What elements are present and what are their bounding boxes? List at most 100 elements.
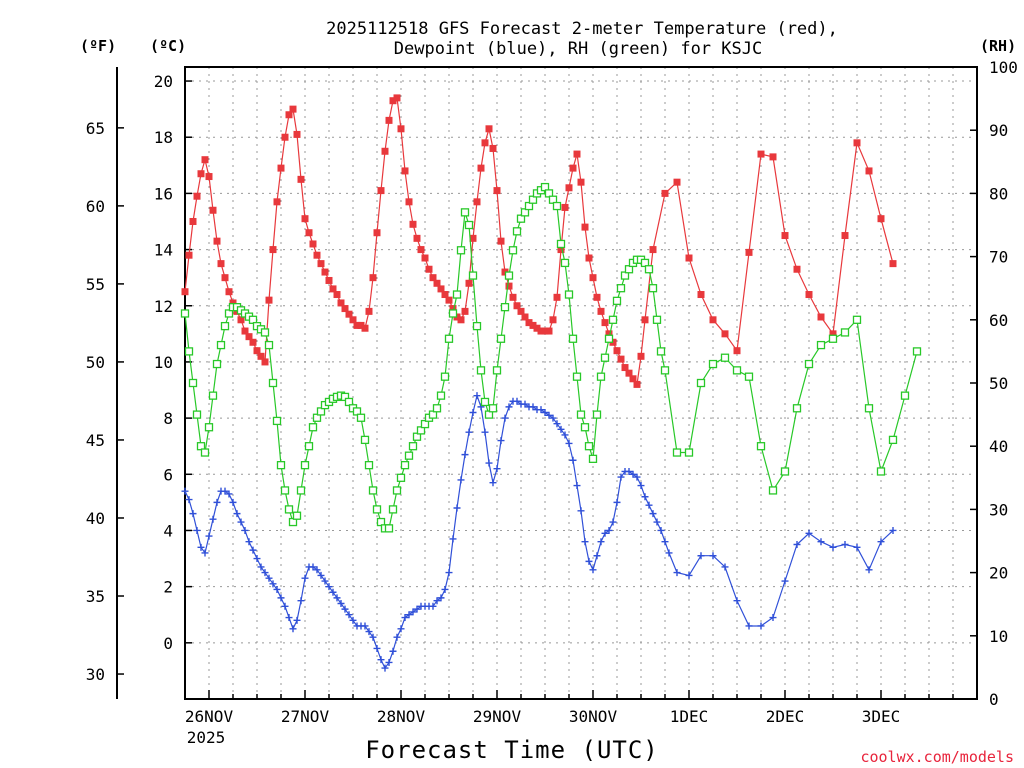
- dewpoint-point: [189, 510, 197, 518]
- temperature-point: [441, 291, 449, 299]
- temperature-point: [541, 327, 549, 335]
- celsius-tick-label: 14: [154, 241, 173, 260]
- temperature-point: [561, 203, 569, 211]
- dewpoint-point: [389, 647, 397, 655]
- series-layer: [180, 94, 922, 672]
- temperature-point: [221, 274, 229, 282]
- rh-point: [564, 290, 574, 299]
- rh-point: [584, 442, 594, 451]
- dewpoint-point: [437, 594, 445, 602]
- temperature-point: [321, 268, 329, 276]
- dewpoint-point: [289, 625, 297, 633]
- dewpoint-point: [469, 408, 477, 416]
- rh-point: [368, 486, 378, 495]
- temperature-point: [557, 246, 565, 254]
- dewpoint-point: [369, 633, 377, 641]
- dewpoint-point: [501, 414, 509, 422]
- dewpoint-point: [473, 392, 481, 400]
- rh-tick-label: 30: [989, 500, 1008, 519]
- rh-point: [684, 448, 694, 457]
- celsius-unit-label: (ºC): [150, 37, 186, 55]
- x-tick-label: 30NOV: [569, 707, 618, 726]
- temperature-point: [209, 206, 217, 214]
- temperature-point: [285, 111, 293, 119]
- dewpoint-point: [273, 585, 281, 593]
- temperature-point: [769, 153, 777, 161]
- dewpoint-point: [461, 451, 469, 459]
- temperature-point: [377, 187, 385, 195]
- dewpoint-point: [301, 574, 309, 582]
- temperature-point: [601, 319, 609, 327]
- temperature-point: [365, 307, 373, 315]
- rh-point: [672, 448, 682, 457]
- rh-point: [644, 265, 654, 274]
- temperature-point: [393, 94, 401, 102]
- temperature-point: [613, 347, 621, 355]
- temperature-point: [265, 296, 273, 304]
- temperature-point: [409, 220, 417, 228]
- dewpoint-point: [529, 403, 537, 411]
- dewpoint-point: [205, 532, 213, 540]
- rh-unit-label: (RH): [980, 37, 1016, 55]
- temperature-point: [213, 237, 221, 245]
- dewpoint-point: [445, 569, 453, 577]
- fahrenheit-tick-label: 40: [86, 509, 105, 528]
- dewpoint-point: [865, 566, 873, 574]
- rh-point: [512, 227, 522, 236]
- temperature-point: [385, 116, 393, 124]
- dewpoint-point: [805, 529, 813, 537]
- fahrenheit-tick-label: 35: [86, 587, 105, 606]
- dewpoint-point: [245, 538, 253, 546]
- rh-tick-label: 90: [989, 121, 1008, 140]
- temperature-point: [293, 130, 301, 138]
- rh-point: [372, 505, 382, 514]
- temperature-point: [257, 352, 265, 360]
- temperature-point: [621, 364, 629, 372]
- temperature-point: [633, 380, 641, 388]
- rh-point: [504, 271, 514, 280]
- temperature-point: [249, 338, 257, 346]
- dewpoint-point: [853, 543, 861, 551]
- rh-point: [696, 378, 706, 388]
- rh-point: [404, 451, 414, 460]
- gridlines: [185, 67, 977, 699]
- rh-point: [488, 404, 498, 413]
- temperature-point: [505, 282, 513, 290]
- dewpoint-point: [341, 605, 349, 613]
- temperature-point: [473, 198, 481, 206]
- temperature-point: [253, 347, 261, 355]
- temperature-point: [889, 260, 897, 268]
- rh-point: [816, 340, 826, 350]
- temperature-point: [309, 240, 317, 248]
- series-line: [184, 96, 894, 386]
- dewpoint-point: [385, 658, 393, 666]
- rh-point: [612, 296, 622, 305]
- rh-point: [388, 505, 398, 514]
- dewpoint-point: [645, 501, 653, 509]
- dewpoint-point: [793, 541, 801, 549]
- dewpoint-point: [249, 546, 257, 554]
- dewpoint-point: [293, 616, 301, 624]
- temperature-point: [581, 223, 589, 231]
- temperature-point: [673, 178, 681, 186]
- celsius-tick-label: 0: [163, 634, 173, 653]
- dewpoint-point: [229, 498, 237, 506]
- temperature-point: [349, 316, 357, 324]
- dewpoint-point: [541, 408, 549, 416]
- rh-point: [652, 315, 662, 324]
- rh-point: [192, 410, 202, 419]
- rh-point: [604, 334, 614, 343]
- rh-point: [588, 454, 598, 463]
- rh-point: [656, 347, 666, 356]
- rh-point: [468, 271, 478, 280]
- temperature-point: [301, 215, 309, 223]
- rh-tick-label: 100: [989, 58, 1018, 77]
- temperature-point: [241, 327, 249, 335]
- rh-point: [876, 467, 886, 476]
- dewpoint-point: [221, 487, 229, 495]
- axes: 0 2 4 6 8 10 12 14 16 18 20 30 35 40 45 50 55 60 65 0 10 20 30…: [86, 58, 1018, 747]
- dewpoint-point: [237, 518, 245, 526]
- dewpoint-point: [349, 616, 357, 624]
- temperature-point: [297, 175, 305, 183]
- rh-point: [308, 423, 318, 432]
